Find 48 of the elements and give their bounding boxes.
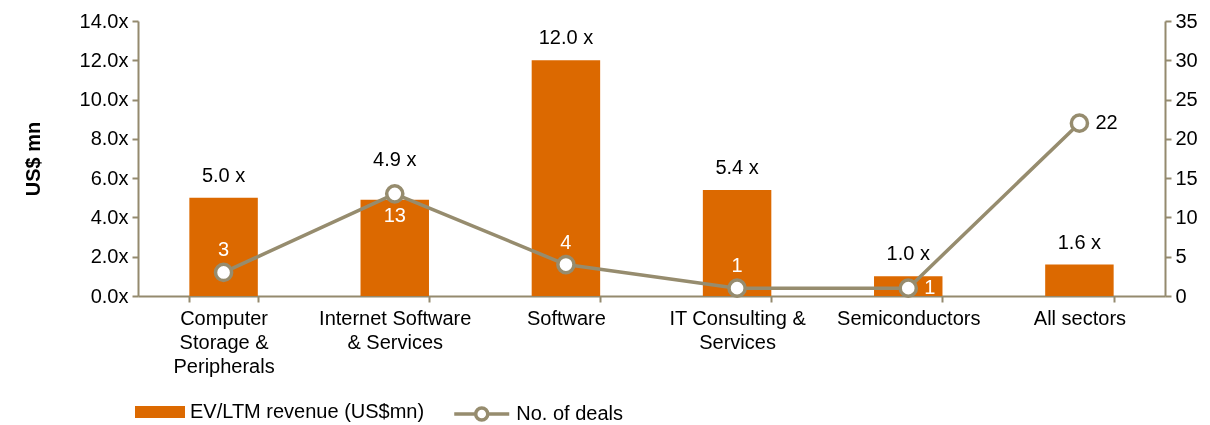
- data-label: 1: [924, 276, 936, 299]
- data-label: 5.0 x: [201, 163, 246, 186]
- y-tick-label: 14.0x: [79, 9, 129, 32]
- point: [384, 184, 405, 204]
- y2-tick-label: 20: [1175, 127, 1198, 150]
- y2-tick-label: 10: [1175, 205, 1198, 228]
- y2-tick-label: 0: [1175, 284, 1187, 307]
- point: [727, 278, 747, 298]
- y-tick-label: 0.0x: [90, 284, 129, 307]
- x-tick-label: Internet Software & Services: [319, 306, 472, 353]
- x-tick-label: Semiconductors: [837, 306, 981, 329]
- y2-tick-label: 15: [1175, 166, 1198, 189]
- data-label: 12.0 x: [538, 26, 594, 49]
- y-tick-label: 12.0x: [79, 48, 129, 71]
- point: [556, 254, 576, 275]
- y2-tick-label: 30: [1175, 48, 1198, 71]
- bar: [189, 197, 258, 296]
- data-label: 22: [1095, 111, 1118, 134]
- legend-label: EV/LTM revenue (US$mn): [190, 400, 425, 422]
- y-tick-label: 4.0x: [90, 205, 129, 228]
- y2-tick-label: 5: [1175, 245, 1187, 268]
- point: [898, 278, 919, 298]
- data-label: 1.6 x: [1057, 230, 1102, 253]
- data-label: 4: [560, 230, 572, 253]
- x-tick-label: Software: [526, 306, 606, 329]
- point: [1069, 113, 1090, 133]
- data-label: 5.4 x: [715, 155, 759, 178]
- data-label: 4.9 x: [373, 147, 417, 170]
- data-label: 1: [731, 254, 743, 277]
- point: [213, 262, 234, 283]
- y-tick-label: 8.0x: [90, 127, 129, 150]
- data-label: 3: [218, 238, 230, 261]
- data-label: 13: [383, 203, 406, 226]
- bar: [702, 189, 772, 296]
- y2-tick-label: 35: [1175, 9, 1198, 32]
- y-tick-label: 2.0x: [90, 245, 129, 268]
- legend-label: No. of deals: [516, 402, 623, 424]
- x-tick-label: Computer Storage & Peripherals: [173, 306, 275, 377]
- bar: [1045, 264, 1114, 296]
- x-tick-label: IT Consulting & Services: [669, 306, 807, 353]
- y2-tick-label: 25: [1175, 88, 1198, 111]
- y-axis-title: US$ mn: [21, 121, 44, 197]
- x-tick-label: All sectors: [1033, 306, 1127, 329]
- y-tick-label: 6.0x: [90, 166, 129, 189]
- data-label: 1.0 x: [886, 242, 930, 265]
- bar: [531, 60, 601, 296]
- y-tick-label: 10.0x: [79, 88, 129, 111]
- bar: [360, 199, 429, 296]
